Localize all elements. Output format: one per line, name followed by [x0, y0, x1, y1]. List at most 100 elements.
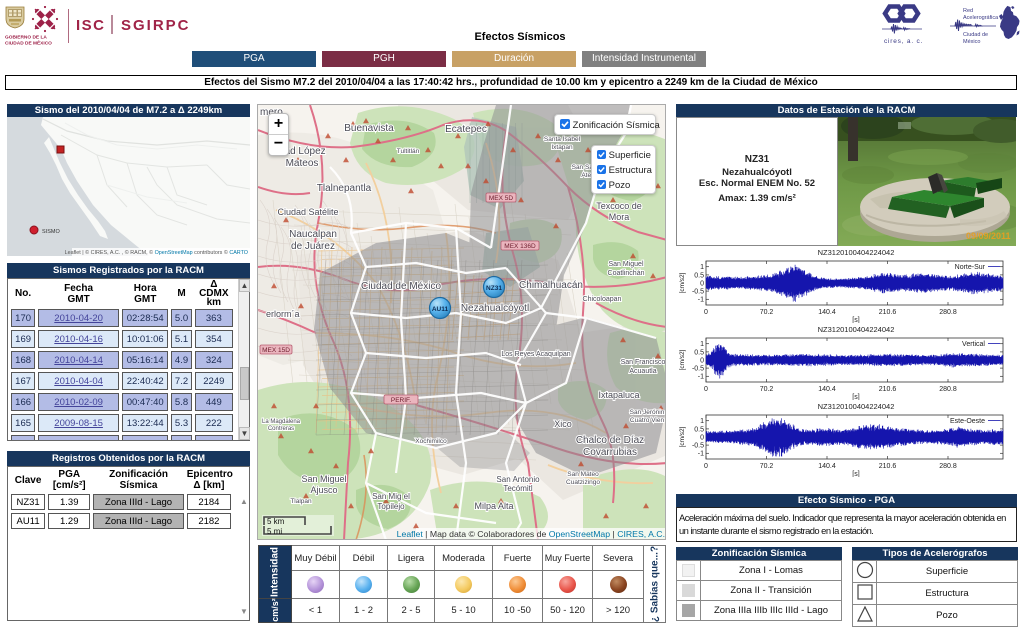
svg-text:[cm/s2]: [cm/s2] — [679, 272, 686, 293]
svg-text:San Miguel: San Miguel — [301, 474, 346, 484]
svg-text:Tlalnepantla: Tlalnepantla — [317, 183, 372, 194]
svg-text:San Miguel: San Miguel — [608, 261, 643, 268]
svg-text:Buenavista: Buenavista — [344, 123, 394, 134]
svg-text:San Sal: San Sal — [572, 164, 595, 171]
svg-text:Tecómitl: Tecómitl — [503, 484, 533, 493]
svg-text:-1: -1 — [698, 297, 704, 304]
svg-text:Chicoloapan: Chicoloapan — [583, 296, 622, 303]
svg-text:Aten: Aten — [581, 172, 595, 179]
svg-text:San Antonio: San Antonio — [496, 475, 540, 484]
svg-text:Chalco de Díaz: Chalco de Díaz — [576, 435, 644, 446]
svg-text:Ajusco: Ajusco — [310, 485, 337, 495]
svg-text:[s]: [s] — [852, 471, 859, 477]
svg-text:Nezahualcóyotl: Nezahualcóyotl — [461, 303, 529, 314]
svg-text:70.2: 70.2 — [760, 463, 774, 470]
svg-text:140.4: 140.4 — [818, 386, 836, 393]
svg-text:Xochimilco: Xochimilco — [415, 438, 447, 445]
svg-text:Contreras: Contreras — [268, 426, 294, 432]
svg-text:0: 0 — [700, 357, 704, 364]
svg-text:70.2: 70.2 — [760, 386, 774, 393]
svg-text:0: 0 — [704, 309, 708, 316]
svg-text:Red: Red — [963, 8, 973, 14]
svg-text:PERIF.: PERIF. — [391, 397, 411, 404]
svg-text:280.8: 280.8 — [939, 386, 957, 393]
svg-text:0.5: 0.5 — [694, 272, 704, 279]
svg-text:San Francisco: San Francisco — [621, 359, 666, 366]
svg-text:Acuautla: Acuautla — [629, 368, 656, 375]
svg-text:MEX 5D: MEX 5D — [489, 195, 514, 202]
svg-text:lad López: lad López — [282, 146, 325, 157]
svg-text:Covarrubias: Covarrubias — [583, 447, 637, 458]
svg-text:Vertical: Vertical — [962, 341, 985, 348]
svg-text:Texcoco de: Texcoco de — [596, 201, 642, 211]
svg-text:0: 0 — [704, 463, 708, 470]
svg-text:0.5: 0.5 — [694, 426, 704, 433]
svg-text:[cm/s2]: [cm/s2] — [679, 426, 686, 447]
svg-text:Cuatzizingo: Cuatzizingo — [566, 479, 600, 486]
svg-text:-0.5: -0.5 — [692, 366, 704, 373]
svg-text:1: 1 — [700, 418, 704, 425]
svg-text:-0.5: -0.5 — [692, 289, 704, 296]
svg-text:Ciudad de: Ciudad de — [963, 32, 988, 38]
svg-text:-1: -1 — [698, 374, 704, 381]
svg-text:Mateos: Mateos — [286, 158, 319, 169]
svg-text:280.8: 280.8 — [939, 463, 957, 470]
svg-text:MEX 136D: MEX 136D — [504, 243, 536, 250]
svg-text:5 mi: 5 mi — [267, 527, 282, 536]
svg-text:San Jerónin: San Jerónin — [630, 409, 665, 416]
svg-text:210.6: 210.6 — [879, 309, 897, 316]
svg-text:0: 0 — [704, 386, 708, 393]
svg-text:Los Reyes Acaquilpan: Los Reyes Acaquilpan — [501, 351, 570, 358]
svg-text:Tlalpan: Tlalpan — [290, 498, 312, 505]
svg-text:San Mateo: San Mateo — [567, 471, 599, 478]
svg-text:1: 1 — [700, 264, 704, 271]
svg-text:Topilejo: Topilejo — [377, 502, 405, 511]
svg-text:Chimalhuacán: Chimalhuacán — [519, 280, 583, 291]
svg-text:-0.5: -0.5 — [692, 443, 704, 450]
svg-text:[s]: [s] — [852, 317, 859, 323]
svg-text:Santa Isabel: Santa Isabel — [544, 136, 581, 143]
svg-text:México: México — [963, 39, 980, 45]
svg-text:La Magdalena: La Magdalena — [262, 419, 301, 425]
svg-text:Leaflet | © CIRES, A.C. , © RA: Leaflet | © CIRES, A.C. , © RACM, © Open… — [65, 249, 248, 256]
svg-text:[cm/s2]: [cm/s2] — [679, 349, 686, 370]
svg-text:Tultitlán: Tultitlán — [397, 148, 420, 155]
svg-text:NZ3120100404224042: NZ3120100404224042 — [818, 248, 895, 257]
svg-text:0: 0 — [700, 434, 704, 441]
svg-text:Ciudad Satélite: Ciudad Satélite — [277, 207, 338, 217]
svg-text:Acelerográfica: Acelerográfica — [963, 15, 999, 21]
svg-text:NZ3120100404224042: NZ3120100404224042 — [818, 402, 895, 411]
svg-text:1: 1 — [700, 341, 704, 348]
svg-text:[s]: [s] — [852, 394, 859, 400]
svg-text:140.4: 140.4 — [818, 463, 836, 470]
svg-text:AU11: AU11 — [432, 306, 449, 313]
svg-text:-1: -1 — [698, 451, 704, 458]
svg-text:Ixtapan: Ixtapan — [551, 144, 573, 151]
svg-text:GOBIERNO DE LA: GOBIERNO DE LA — [5, 35, 47, 41]
svg-text:210.6: 210.6 — [879, 463, 897, 470]
svg-text:140.4: 140.4 — [818, 309, 836, 316]
svg-text:NZ3120100404224042: NZ3120100404224042 — [818, 325, 895, 334]
svg-text:Este-Oeste: Este-Oeste — [950, 418, 985, 425]
svg-text:SISMO: SISMO — [42, 229, 60, 235]
svg-text:09/09/2011: 09/09/2011 — [966, 231, 1011, 241]
svg-text:NZ31: NZ31 — [486, 285, 502, 292]
svg-text:Coatlinchán: Coatlinchán — [608, 270, 645, 277]
svg-text:0: 0 — [700, 280, 704, 287]
svg-text:Norte-Sur: Norte-Sur — [955, 264, 986, 271]
svg-text:San Mig el: San Mig el — [372, 492, 410, 501]
svg-text:MEX 15D: MEX 15D — [262, 347, 290, 354]
svg-text:Ciudad de México: Ciudad de México — [361, 281, 441, 292]
svg-text:de Juárez: de Juárez — [291, 241, 335, 252]
svg-text:Cuatro Vien: Cuatro Vien — [630, 417, 665, 424]
svg-text:Ecatepec: Ecatepec — [445, 124, 487, 135]
svg-text:erlorm´a: erlorm´a — [266, 309, 300, 319]
svg-text:280.8: 280.8 — [939, 309, 957, 316]
svg-text:Mora: Mora — [609, 212, 630, 222]
svg-text:0.5: 0.5 — [694, 349, 704, 356]
svg-text:Leaflet | Map data © Colaborad: Leaflet | Map data © Colaboradores de Op… — [397, 529, 665, 539]
svg-text:CIUDAD DE MÉXICO: CIUDAD DE MÉXICO — [5, 39, 52, 47]
svg-text:70.2: 70.2 — [760, 309, 774, 316]
svg-text:Xico: Xico — [554, 419, 572, 429]
svg-text:Ixtapaluca: Ixtapaluca — [598, 390, 639, 400]
